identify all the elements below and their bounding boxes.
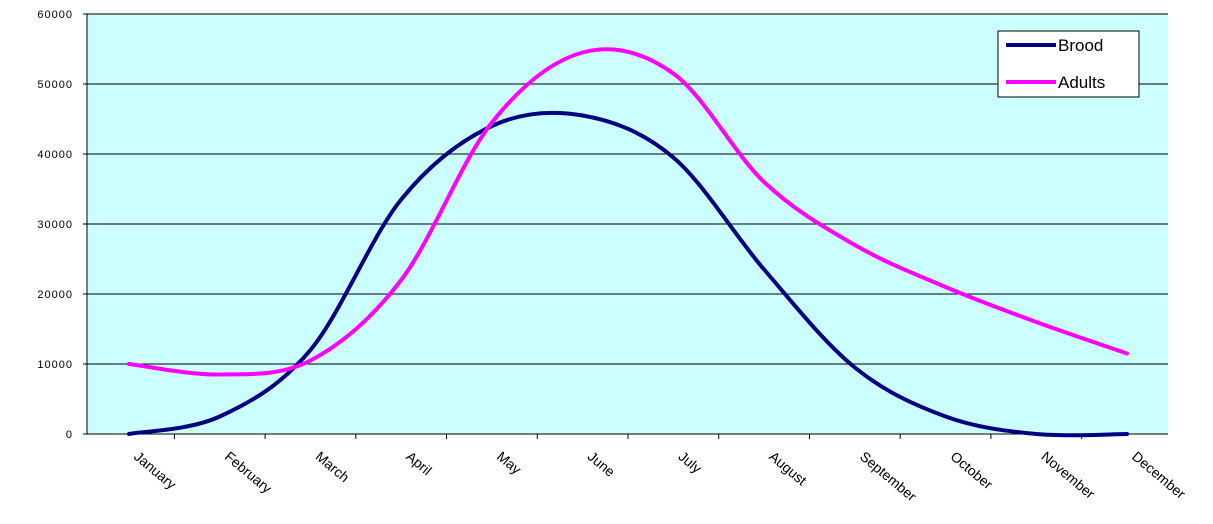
x-tick-label: June — [585, 448, 619, 480]
legend: Brood Adults — [997, 30, 1140, 98]
x-tick-label: October — [948, 448, 997, 492]
x-tick-label: September — [857, 448, 920, 504]
x-tick-label: April — [403, 448, 435, 478]
series-line-brood — [127, 110, 1129, 438]
x-tick-label: March — [313, 448, 353, 485]
legend-label: Adults — [1058, 73, 1105, 92]
y-axis-ticks: 0 10000 20000 30000 40000 50000 60000 — [37, 9, 87, 441]
y-tick-label: 50000 — [37, 79, 73, 91]
y-tick-label: 30000 — [37, 219, 73, 231]
x-tick-label: July — [675, 448, 704, 476]
y-tick-label: 0 — [66, 429, 73, 441]
gridlines — [87, 13, 1168, 365]
series-line-adults — [127, 47, 1129, 377]
x-tick-label: December — [1129, 448, 1189, 502]
y-tick-label: 40000 — [37, 149, 73, 161]
x-tick-label: May — [494, 448, 525, 477]
x-tick-label: January — [131, 448, 179, 492]
x-axis-ticks: January February March April May June July Augu… — [131, 434, 1189, 505]
x-tick-label: August — [766, 448, 810, 488]
series-lines — [127, 47, 1129, 438]
y-tick-label: 60000 — [37, 9, 73, 21]
x-tick-label: November — [1038, 448, 1098, 502]
y-tick-label: 20000 — [37, 289, 73, 301]
y-tick-label: 10000 — [37, 359, 73, 371]
legend-box — [997, 30, 1140, 98]
legend-label: Brood — [1058, 36, 1103, 55]
x-tick-label: February — [222, 448, 275, 496]
